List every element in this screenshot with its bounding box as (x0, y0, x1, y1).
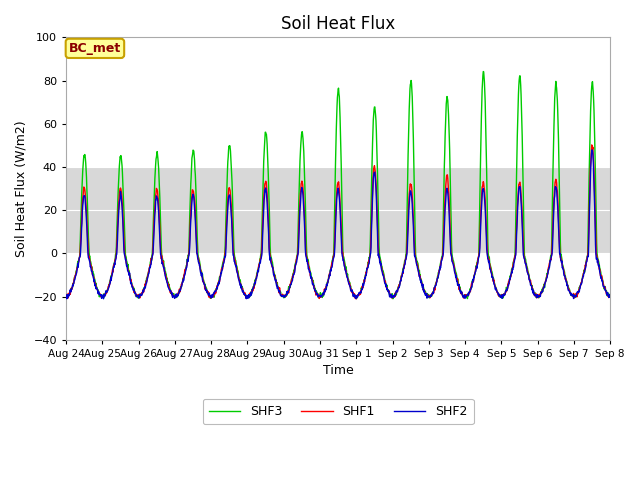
SHF3 (423, 291, 431, 297)
Line: SHF3: SHF3 (66, 72, 610, 299)
SHF1 (62, 292, 70, 298)
Bar (66, 167, 611, 253)
SHF2 (542, 279, 550, 285)
Legend: SHF3, SHF1, SHF2: SHF3, SHF1, SHF2 (203, 399, 474, 424)
SHF1 (542, 278, 550, 284)
SHF3 (542, 276, 550, 282)
SHF2 (423, 290, 431, 296)
Y-axis label: Soil Heat Flux (W/m2): Soil Heat Flux (W/m2) (15, 120, 28, 257)
SHF2 (100, 296, 108, 301)
Title: Soil Heat Flux: Soil Heat Flux (281, 15, 396, 33)
SHF3 (389, 296, 397, 301)
SHF2 (244, 295, 252, 300)
SHF3 (494, 290, 502, 296)
SHF2 (170, 293, 178, 299)
SHF3 (479, 69, 487, 74)
SHF1 (494, 289, 502, 295)
SHF1 (423, 293, 431, 299)
SHF2 (588, 147, 596, 153)
SHF1 (606, 293, 614, 299)
X-axis label: Time: Time (323, 364, 353, 377)
SHF1 (170, 293, 178, 299)
SHF1 (588, 142, 596, 148)
SHF1 (244, 295, 252, 300)
SHF2 (494, 289, 502, 295)
Line: SHF1: SHF1 (66, 145, 610, 299)
SHF3 (62, 292, 70, 298)
SHF1 (353, 296, 360, 302)
SHF1 (183, 261, 191, 266)
SHF3 (244, 293, 252, 299)
Line: SHF2: SHF2 (66, 150, 610, 299)
SHF3 (183, 257, 191, 263)
SHF2 (184, 256, 191, 262)
SHF3 (170, 291, 178, 297)
SHF2 (62, 294, 70, 300)
SHF3 (606, 292, 614, 298)
Text: BC_met: BC_met (69, 42, 121, 55)
SHF2 (606, 294, 614, 300)
